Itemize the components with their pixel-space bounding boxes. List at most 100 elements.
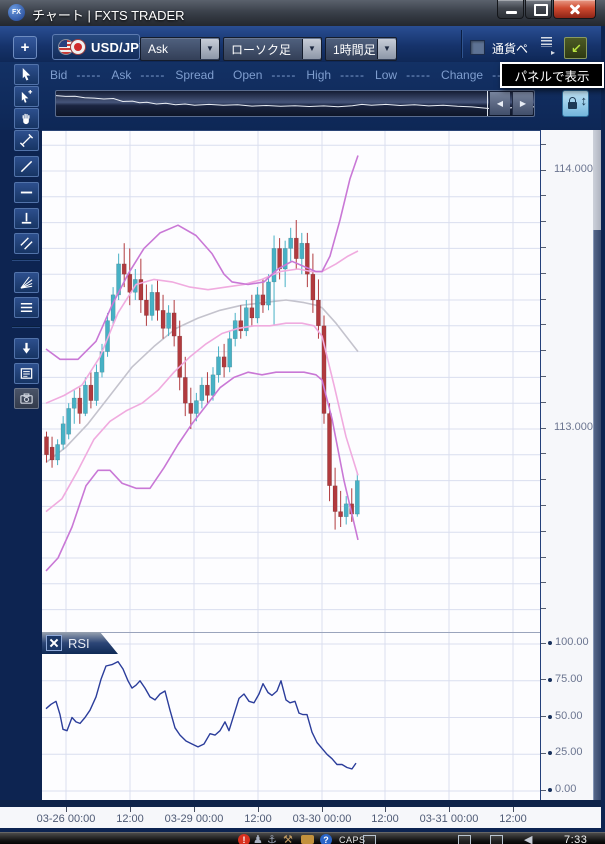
price-chart[interactable]: [42, 130, 540, 633]
price-tick: [541, 401, 546, 403]
candle-body: [166, 312, 171, 329]
chart-type-dropdown[interactable]: ローソク足 ▼: [223, 37, 322, 61]
lock-scale-button[interactable]: ↕: [562, 90, 589, 117]
quote-field-low: Low -----: [375, 68, 432, 82]
price-type-dropdown[interactable]: Ask ▼: [140, 37, 220, 61]
volume-icon[interactable]: ◀: [524, 834, 533, 844]
monitor-icon[interactable]: [458, 835, 471, 844]
alert-icon[interactable]: !: [238, 834, 250, 844]
anchor-icon[interactable]: ⚓: [267, 834, 277, 844]
snapshot-tool[interactable]: [14, 388, 39, 409]
fibonacci-tool[interactable]: [14, 297, 39, 318]
price-tick: [541, 195, 546, 197]
candle-body: [160, 310, 166, 329]
price-tick: [541, 324, 546, 326]
candle-body: [55, 444, 60, 461]
scroll-right-button[interactable]: ▶: [512, 92, 533, 115]
candle-body: [304, 242, 310, 275]
time-label: 12:00: [244, 813, 272, 825]
toolbox-icon[interactable]: [301, 835, 314, 844]
timeframe-dropdown[interactable]: 1時間足 ▼: [325, 37, 397, 61]
maximize-button[interactable]: [525, 0, 552, 19]
import-tool[interactable]: [14, 338, 39, 359]
vertical-resize-icon: ↕: [580, 93, 588, 108]
currency-pair-checkbox[interactable]: [470, 40, 485, 55]
minimize-button[interactable]: [497, 0, 524, 19]
add-chart-button[interactable]: +: [13, 36, 37, 59]
horizontal-line-tool[interactable]: [14, 182, 39, 203]
chart-overview-navigator[interactable]: ◀ ▶: [55, 90, 535, 117]
candle-body: [94, 371, 99, 401]
caps-indicator[interactable]: CAPS: [339, 835, 366, 844]
candle-body: [171, 312, 177, 337]
bollinger-inner-lower: [45, 322, 359, 513]
price-chart-canvas: [42, 131, 540, 633]
quote-field-bid: Bid -----: [50, 68, 102, 82]
notes-tool[interactable]: [14, 363, 39, 384]
parallel-lines-tool[interactable]: [14, 233, 39, 254]
price-type-value: Ask: [148, 42, 169, 56]
move-tool[interactable]: [14, 86, 39, 107]
windows-taskbar[interactable]: ! ♟ ⚓ ⚒? CAPS ◀ 7:33: [0, 832, 605, 844]
fan-lines-icon: [15, 275, 38, 290]
hand-icon: [15, 111, 38, 126]
candle-body: [282, 248, 288, 270]
candle-body: [266, 281, 271, 306]
rsi-tick: [541, 642, 546, 644]
quote-field-ask: Ask -----: [111, 68, 166, 82]
select-tool[interactable]: [14, 64, 39, 85]
time-label: 12:00: [371, 813, 399, 825]
candle-body: [188, 402, 194, 414]
rsi-tick-label: 25.00: [555, 746, 583, 759]
titlebar: FX チャート | FXTS TRADER: [0, 0, 605, 27]
parallel-lines-icon: [15, 236, 38, 251]
chevron-down-icon[interactable]: ▼: [377, 39, 396, 59]
candle-body: [77, 397, 83, 414]
candle-body: [354, 480, 360, 515]
rsi-chart[interactable]: [42, 632, 540, 801]
candle-body: [205, 384, 210, 396]
overflow-menu-icon[interactable]: ▸: [541, 36, 556, 59]
rsi-tick-dot: [548, 677, 552, 682]
instrument-selector[interactable]: USD/JPY: [52, 34, 148, 60]
price-tick: [541, 504, 546, 506]
measure-icon: [15, 133, 38, 148]
vertical-line-tool[interactable]: [14, 208, 39, 229]
chevron-down-icon[interactable]: ▼: [200, 39, 219, 59]
candle-body: [210, 374, 216, 396]
candle-body: [249, 307, 255, 319]
trend-line-tool[interactable]: [14, 156, 39, 177]
clock[interactable]: 7:33: [564, 834, 588, 844]
panel-tooltip: パネルで表示: [500, 62, 604, 88]
candle-body: [155, 292, 160, 311]
dock-panel-button[interactable]: ↙: [564, 37, 587, 59]
rsi-tick: [541, 716, 546, 717]
scroll-left-button[interactable]: ◀: [489, 92, 510, 115]
value-axis-column: [540, 130, 593, 800]
bollinger-outer-upper: [45, 155, 359, 361]
network-icon[interactable]: [490, 835, 503, 844]
measure-tool[interactable]: [14, 130, 39, 151]
chevron-down-icon[interactable]: ▼: [302, 39, 321, 59]
rsi-close-button[interactable]: [46, 635, 62, 651]
tools-icon[interactable]: ⚒: [283, 834, 293, 844]
cursor-move-icon: [15, 89, 38, 104]
time-tick: [258, 807, 259, 812]
rsi-tick: [541, 789, 546, 791]
help-icon[interactable]: ?: [320, 834, 332, 844]
time-label: 03-31 00:00: [419, 813, 479, 825]
close-button[interactable]: [553, 0, 596, 19]
time-tick: [66, 807, 67, 812]
price-label: 114.000: [554, 163, 593, 175]
app-logo-icon: FX: [8, 4, 25, 21]
scrollbar-thumb[interactable]: [593, 230, 601, 800]
candle-body: [66, 408, 72, 435]
vertical-scrollbar[interactable]: [593, 130, 601, 800]
pan-tool[interactable]: [14, 108, 39, 129]
rsi-tick-dot: [548, 751, 552, 756]
user-icon[interactable]: ♟: [253, 834, 263, 844]
price-tick: [541, 246, 546, 248]
fan-lines-tool[interactable]: [14, 272, 39, 293]
window-icon[interactable]: [363, 835, 376, 844]
candle-body: [271, 248, 277, 283]
